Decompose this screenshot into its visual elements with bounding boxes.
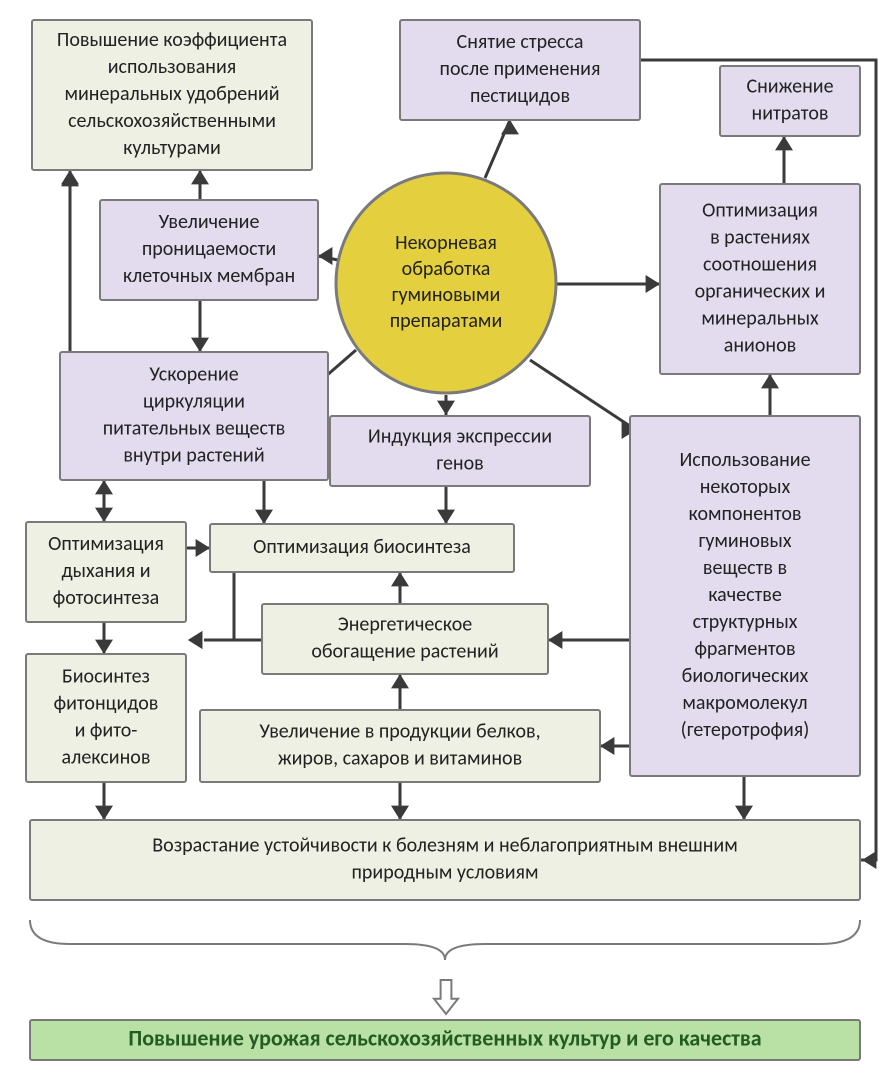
node-coef-label: сельскохозяйственными xyxy=(68,109,276,133)
node-result-label: Повышение урожая сельскохозяйственных ку… xyxy=(128,1024,761,1051)
center-label: препаратами xyxy=(390,309,503,333)
node-biosyn-label: Оптимизация биосинтеза xyxy=(253,535,471,559)
node-resp-label: фотосинтеза xyxy=(53,586,159,610)
node-energy-label: Энергетическое xyxy=(338,612,473,636)
node-coef-label: минеральных удобрений xyxy=(64,82,279,106)
node-hetero-label: качестве xyxy=(708,583,782,607)
node-genes-label: генов xyxy=(436,451,483,475)
node-energy-label: обогащение растений xyxy=(311,639,498,663)
node-phyto: Биосинтез фитонцидов и фито-алексинов xyxy=(26,654,186,782)
node-circulation-label: питательных веществ xyxy=(103,416,286,440)
node-proteins-label: жиров, сахаров и витаминов xyxy=(278,746,522,770)
node-hetero-label: структурных xyxy=(693,610,798,634)
node-membranes-label: Увеличение xyxy=(159,210,260,234)
node-phyto-label: и фито- xyxy=(75,718,138,742)
node-hetero-label: макромолекул xyxy=(682,691,807,715)
node-hetero-label: биологических xyxy=(682,664,809,688)
node-coef-label: культурами xyxy=(123,136,221,160)
node-hetero-label: компонентов xyxy=(688,502,801,526)
node-stress-label: Снятие стресса xyxy=(457,30,584,54)
node-circulation: Ускорение циркуляции питательных веществ вн… xyxy=(60,352,328,480)
node-hetero: Использование некоторых компонентов гуминов… xyxy=(630,416,860,776)
node-anions: Оптимизация в растениях соотношения органич… xyxy=(660,184,860,374)
center-label: гуминовыми xyxy=(392,283,501,307)
node-phyto-label: фитонцидов xyxy=(54,691,159,715)
node-result: Повышение урожая сельскохозяйственных ку… xyxy=(30,1020,860,1060)
node-nitrates-label: нитратов xyxy=(752,101,829,125)
node-proteins: Увеличение в продукции белков, жиров, сах… xyxy=(200,710,600,782)
node-resp-label: Оптимизация xyxy=(48,532,164,556)
node-hetero-label: некоторых xyxy=(700,475,791,499)
node-proteins-label: Увеличение в продукции белков, xyxy=(259,719,540,743)
node-anions-label: в растениях xyxy=(710,225,810,249)
node-resist: Возрастание устойчивости к болезням и не… xyxy=(30,820,860,900)
node-phyto-label: алексинов xyxy=(62,745,151,769)
node-membranes-label: проницаемости xyxy=(142,237,276,261)
node-stress: Снятие стресса после применения пестицидов xyxy=(400,20,640,120)
node-coef-label: использования xyxy=(108,55,237,79)
node-resp: Оптимизация дыхания и фотосинтеза xyxy=(26,522,186,622)
node-hetero-label: веществ в xyxy=(703,556,787,580)
node-membranes-label: клеточных мембран xyxy=(123,264,295,288)
node-nitrates-label: Снижение xyxy=(746,74,833,98)
node-hetero-label: (гетеротрофия) xyxy=(681,718,810,742)
node-energy: Энергетическое обогащение растений xyxy=(262,604,548,674)
result-arrow-icon xyxy=(434,980,458,1014)
node-genes: Индукция экспрессии генов xyxy=(330,416,590,486)
node-circulation-label: Ускорение xyxy=(149,362,238,386)
node-stress-label: пестицидов xyxy=(470,84,570,108)
summary-brace xyxy=(30,920,860,960)
node-genes-label: Индукция экспрессии xyxy=(368,424,552,448)
node-anions-label: минеральных xyxy=(701,306,819,330)
node-hetero-label: гуминовых xyxy=(699,529,792,553)
node-anions-label: соотношения xyxy=(703,252,817,276)
node-resp-label: дыхания и xyxy=(61,559,150,583)
node-membranes: Увеличение проницаемости клеточных мембран xyxy=(100,200,318,300)
node-nitrates: Снижение нитратов xyxy=(720,66,860,136)
node-coef-label: Повышение коэффициента xyxy=(57,28,287,52)
center-label: обработка xyxy=(402,257,491,281)
node-hetero-label: Использование xyxy=(679,448,810,472)
node-circulation-label: циркуляции xyxy=(143,389,245,413)
node-anions-label: органических и xyxy=(695,279,826,303)
node-biosyn: Оптимизация биосинтеза xyxy=(210,524,514,572)
node-anions-label: анионов xyxy=(724,333,796,357)
center-label: Некорневая xyxy=(395,231,497,255)
node-resist-label: Возрастание устойчивости к болезням и не… xyxy=(152,833,737,857)
node-hetero-label: фрагментов xyxy=(694,637,795,661)
node-phyto-label: Биосинтез xyxy=(62,664,150,688)
node-resist-label: природным условиям xyxy=(351,860,538,884)
node-circulation-label: внутри растений xyxy=(123,443,264,467)
node-stress-label: после применения xyxy=(440,57,601,81)
node-coef: Повышение коэффициента использования минер… xyxy=(32,20,312,170)
node-anions-label: Оптимизация xyxy=(702,198,818,222)
